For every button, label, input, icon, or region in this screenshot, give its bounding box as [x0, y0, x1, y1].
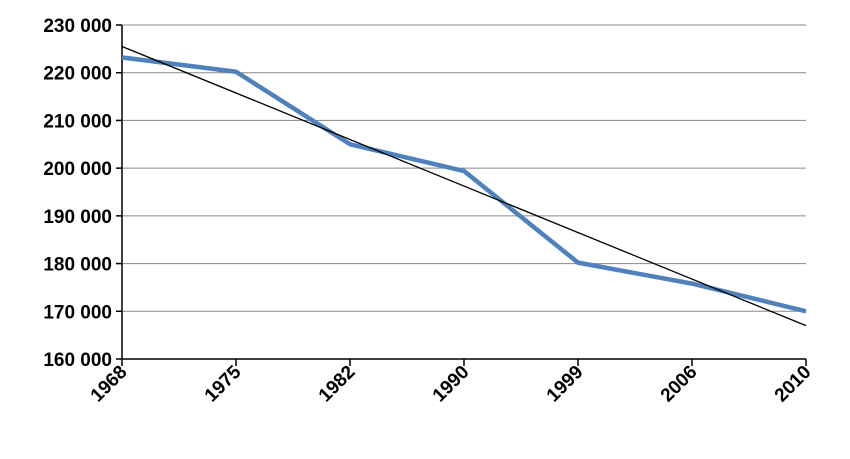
- y-tick-label: 220 000: [43, 64, 112, 85]
- trend-line: [121, 45, 807, 327]
- x-tick-label: 1990: [429, 362, 474, 407]
- x-tick-label: 2006: [657, 362, 702, 407]
- x-tick-label: 1975: [201, 361, 246, 406]
- x-tick-label: 1982: [315, 362, 360, 407]
- y-tick-label: 210 000: [43, 111, 112, 132]
- y-tick-label: 180 000: [43, 255, 112, 276]
- x-tick-label: 1999: [543, 362, 588, 407]
- y-tick-label: 170 000: [43, 302, 112, 323]
- y-tick-label: 190 000: [43, 207, 112, 228]
- data-line: [121, 55, 807, 314]
- y-tick-label: 200 000: [43, 159, 112, 180]
- x-tick-label: 2010: [771, 362, 816, 407]
- y-tick-label: 230 000: [43, 16, 112, 37]
- y-tick-label: 160 000: [43, 350, 112, 371]
